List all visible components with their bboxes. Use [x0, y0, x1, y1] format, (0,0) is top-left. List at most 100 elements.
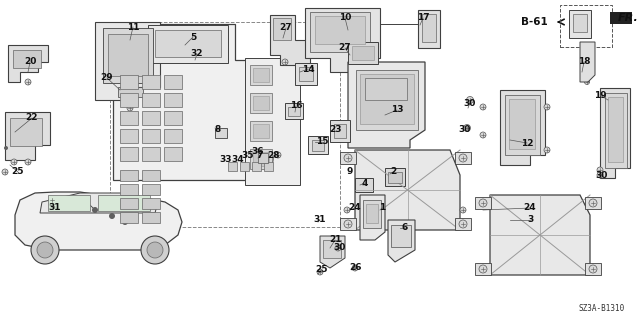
- Bar: [155, 30, 221, 57]
- Bar: [455, 218, 471, 230]
- Bar: [475, 197, 491, 209]
- Circle shape: [597, 167, 603, 173]
- Bar: [103, 28, 153, 83]
- Text: 32: 32: [191, 49, 204, 58]
- Bar: [142, 170, 160, 181]
- Text: 30: 30: [459, 125, 471, 135]
- Bar: [228, 162, 237, 171]
- Text: 3: 3: [527, 216, 533, 225]
- Text: SZ3A-B1310: SZ3A-B1310: [579, 304, 625, 313]
- Bar: [355, 178, 373, 192]
- Text: 9: 9: [347, 167, 353, 176]
- Polygon shape: [500, 90, 545, 165]
- Polygon shape: [355, 150, 460, 230]
- Bar: [505, 95, 540, 155]
- Bar: [120, 147, 138, 161]
- Bar: [388, 172, 402, 183]
- Text: 4: 4: [362, 179, 368, 188]
- Bar: [299, 67, 313, 81]
- Text: 30: 30: [596, 170, 608, 180]
- Bar: [118, 87, 143, 97]
- Text: 15: 15: [316, 137, 328, 146]
- Bar: [334, 124, 346, 138]
- Bar: [391, 225, 411, 247]
- Text: 26: 26: [349, 263, 361, 271]
- Circle shape: [141, 236, 169, 264]
- Text: 31: 31: [314, 216, 326, 225]
- Circle shape: [2, 169, 8, 175]
- Bar: [315, 16, 365, 44]
- Text: 12: 12: [521, 138, 533, 147]
- Text: 30: 30: [464, 99, 476, 108]
- Polygon shape: [580, 42, 595, 82]
- Bar: [142, 184, 160, 195]
- Polygon shape: [270, 15, 310, 65]
- Bar: [164, 75, 182, 89]
- Bar: [120, 170, 138, 181]
- Circle shape: [459, 220, 467, 228]
- Polygon shape: [320, 236, 345, 268]
- Text: 1: 1: [379, 204, 385, 212]
- Text: 11: 11: [127, 23, 140, 32]
- Polygon shape: [600, 88, 630, 178]
- Bar: [108, 34, 148, 76]
- Circle shape: [467, 97, 474, 103]
- Bar: [142, 147, 160, 161]
- Bar: [215, 128, 227, 138]
- Bar: [363, 200, 381, 228]
- Bar: [455, 152, 471, 164]
- Bar: [308, 136, 328, 154]
- Text: 24: 24: [524, 204, 536, 212]
- Bar: [273, 18, 291, 40]
- Circle shape: [480, 132, 486, 138]
- Bar: [250, 65, 272, 85]
- Text: 5: 5: [190, 33, 196, 41]
- Circle shape: [344, 220, 352, 228]
- Bar: [142, 212, 160, 223]
- Circle shape: [589, 199, 597, 207]
- Bar: [120, 198, 138, 209]
- Circle shape: [11, 159, 17, 165]
- Text: FR.: FR.: [618, 13, 639, 23]
- Bar: [573, 14, 587, 32]
- Bar: [295, 63, 317, 85]
- Bar: [356, 70, 418, 130]
- Text: 25: 25: [12, 167, 24, 176]
- Bar: [385, 168, 405, 186]
- Bar: [509, 99, 535, 149]
- Bar: [250, 93, 272, 113]
- Text: 36: 36: [252, 147, 264, 157]
- Circle shape: [49, 197, 55, 203]
- Circle shape: [589, 265, 597, 273]
- Circle shape: [317, 269, 323, 275]
- Bar: [10, 118, 42, 146]
- Circle shape: [335, 245, 341, 251]
- Bar: [253, 68, 269, 82]
- Text: 30: 30: [334, 242, 346, 251]
- Circle shape: [459, 154, 467, 162]
- Bar: [164, 129, 182, 143]
- Circle shape: [584, 79, 589, 85]
- Circle shape: [479, 199, 487, 207]
- Text: 25: 25: [316, 265, 328, 275]
- Bar: [608, 97, 623, 162]
- Polygon shape: [40, 193, 158, 213]
- Circle shape: [352, 265, 358, 271]
- Bar: [120, 184, 138, 195]
- Circle shape: [275, 152, 281, 158]
- Circle shape: [4, 146, 8, 150]
- Circle shape: [344, 154, 352, 162]
- Bar: [253, 152, 269, 166]
- Bar: [48, 195, 90, 211]
- Circle shape: [25, 159, 31, 165]
- Bar: [264, 162, 273, 171]
- Bar: [585, 263, 601, 275]
- Circle shape: [460, 207, 466, 213]
- Bar: [285, 103, 303, 119]
- Polygon shape: [113, 24, 275, 180]
- Polygon shape: [360, 195, 385, 240]
- Text: 17: 17: [417, 13, 429, 23]
- Bar: [258, 153, 268, 163]
- Bar: [120, 111, 138, 125]
- Bar: [142, 198, 160, 209]
